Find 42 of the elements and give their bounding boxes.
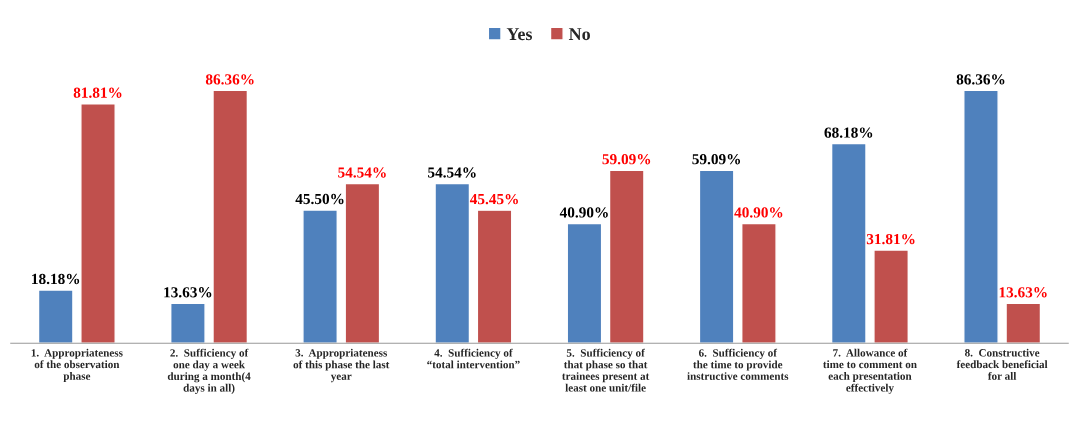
data-label: 54.54% bbox=[428, 167, 476, 178]
x-tick-label: 4. Sufficiency of “total intervention” bbox=[427, 348, 520, 369]
data-label: 59.09% bbox=[602, 154, 651, 165]
x-tick-label: 8. Constructive feedback beneficial for all bbox=[956, 348, 1048, 380]
bar bbox=[37, 289, 74, 344]
bar bbox=[741, 222, 777, 344]
bar bbox=[344, 182, 381, 344]
x-tick-label: 6. Sufficiency of the time to provide instructive comments bbox=[687, 348, 789, 380]
bar bbox=[170, 302, 206, 344]
bar bbox=[963, 89, 999, 344]
x-tick-label: 1. Appropriateness of the observation phase bbox=[31, 348, 123, 383]
data-label: 54.54% bbox=[338, 167, 386, 178]
bar bbox=[608, 169, 645, 344]
bar bbox=[434, 182, 471, 344]
x-tick-label: 5. Sufficiency of that phase so that trainees present at least one unit/file bbox=[562, 348, 650, 392]
x-tick-label: 7. Allowance of time to comment on each presentation effectively bbox=[823, 348, 917, 394]
bar bbox=[698, 169, 735, 344]
legend-label: No bbox=[568, 28, 590, 41]
bar bbox=[1005, 302, 1042, 344]
bar bbox=[566, 222, 603, 344]
data-label: 68.18% bbox=[824, 127, 873, 138]
bar bbox=[830, 142, 867, 344]
data-label: 81.81% bbox=[73, 87, 122, 98]
x-tick-label: 3. Appropriateness of this phase the last year bbox=[293, 348, 390, 383]
data-label: 13.63% bbox=[164, 287, 212, 298]
bar bbox=[302, 209, 338, 344]
data-label: 40.90% bbox=[559, 207, 608, 218]
data-label: 86.36% bbox=[956, 74, 1005, 85]
bar bbox=[212, 89, 249, 344]
data-label: 13.63% bbox=[999, 287, 1047, 298]
legend-label: Yes bbox=[506, 28, 533, 41]
bar bbox=[476, 209, 513, 344]
data-label: 18.18% bbox=[32, 273, 80, 285]
x-tick-label: 2. Sufficiency of one day a week during a month(4 days in all) bbox=[167, 348, 251, 394]
data-label: 59.09% bbox=[692, 154, 741, 165]
data-label: 45.45% bbox=[469, 193, 518, 205]
data-label: 86.36% bbox=[205, 74, 254, 85]
data-label: 31.81% bbox=[866, 233, 915, 245]
bar bbox=[80, 103, 116, 344]
data-label: 40.90% bbox=[734, 207, 783, 218]
bar bbox=[873, 249, 909, 344]
data-label: 45.50% bbox=[295, 193, 344, 205]
